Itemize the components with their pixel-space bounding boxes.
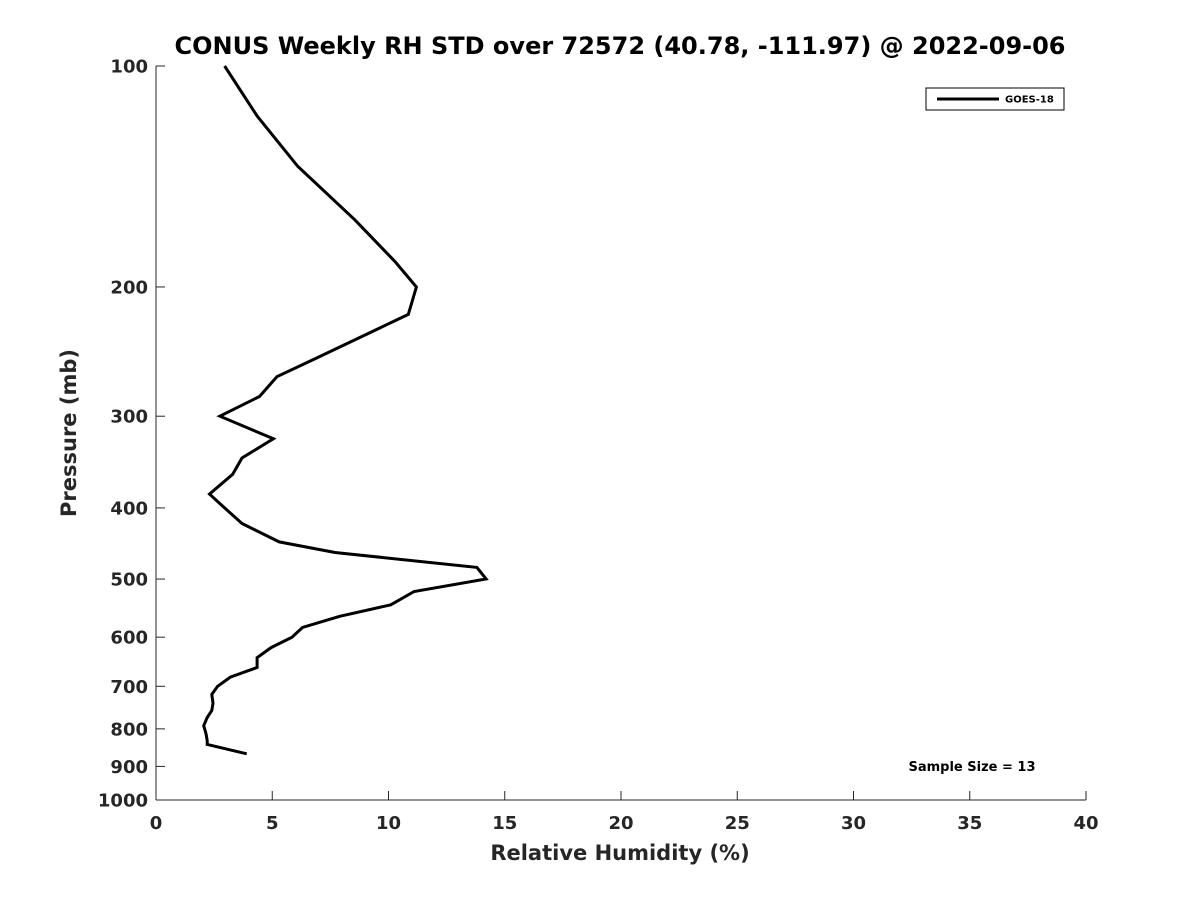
y-tick-label: 500 (110, 570, 148, 591)
y-tick-label: 1000 (98, 791, 148, 812)
y-tick-label: 800 (110, 719, 148, 740)
series-group (202, 65, 489, 756)
x-tick-label: 10 (376, 813, 401, 834)
y-tick-label: 600 (110, 628, 148, 649)
x-tick-label: 0 (150, 813, 163, 834)
x-tick-label: 5 (266, 813, 279, 834)
sample-size-annotation: Sample Size = 13 (908, 760, 1035, 775)
x-tick-label: 20 (608, 813, 633, 834)
y-tick-label: 900 (110, 757, 148, 778)
x-tick-label: 15 (492, 813, 517, 834)
x-tick-label: 40 (1073, 813, 1098, 834)
legend: GOES-18 (925, 87, 1065, 111)
y-tick-label: 400 (110, 498, 148, 519)
series-line-1 (202, 65, 489, 756)
y-tick-label: 700 (110, 677, 148, 698)
x-tick-label: 25 (725, 813, 750, 834)
y-axis-label: Pressure (mb) (57, 349, 81, 517)
x-tick-label: 35 (957, 813, 982, 834)
plot-area: 0 5 10 15 20 25 30 35 40 100 200 300 400 500 600 700 80… (98, 57, 1099, 835)
chart-title: CONUS Weekly RH STD over 72572 (40.78, -… (174, 32, 1065, 60)
x-axis-ticks: 0 5 10 15 20 25 30 35 40 (150, 791, 1099, 834)
y-tick-label: 200 (110, 277, 148, 298)
x-axis-label: Relative Humidity (%) (490, 841, 749, 865)
y-tick-label: 300 (110, 407, 148, 428)
x-tick-label: 30 (841, 813, 866, 834)
y-tick-label: 100 (110, 57, 148, 78)
y-axis-ticks: 100 200 300 400 500 600 700 800 900 1000 (98, 57, 165, 812)
legend-label: GOES-18 (1005, 95, 1054, 106)
